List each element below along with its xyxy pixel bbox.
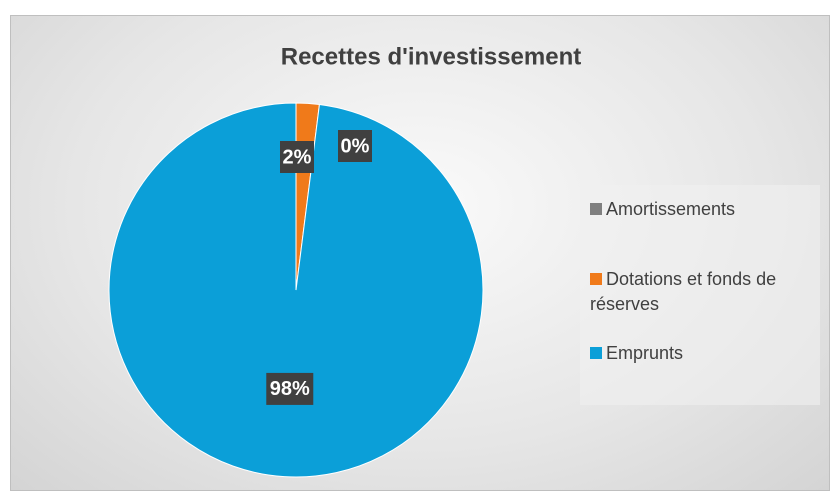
data-label-box [338, 130, 372, 162]
legend-item: Dotations et fonds de réserves [590, 267, 815, 317]
legend-item: Amortissements [590, 197, 815, 222]
legend-swatch [590, 347, 602, 359]
legend-item: Emprunts [590, 341, 815, 366]
legend-label: Emprunts [606, 343, 684, 363]
legend: Amortissements Dotations et fonds de rése… [580, 185, 820, 405]
pie-slice [108, 102, 484, 478]
legend-label: Dotations et fonds de réserves [590, 269, 777, 314]
data-label-box [266, 372, 314, 405]
data-label-box [280, 141, 314, 173]
data-label-text: 0% [341, 135, 370, 157]
data-label: 98% [266, 372, 314, 405]
data-label-text: 2% [283, 146, 312, 168]
data-label: 2% [280, 141, 314, 173]
legend-swatch [590, 203, 602, 215]
legend-label: Amortissements [606, 199, 736, 219]
chart-title: Recettes d'investissement [281, 43, 582, 70]
data-label-text: 98% [270, 378, 310, 400]
data-label: 0% [338, 130, 372, 162]
legend-swatch [590, 273, 602, 285]
